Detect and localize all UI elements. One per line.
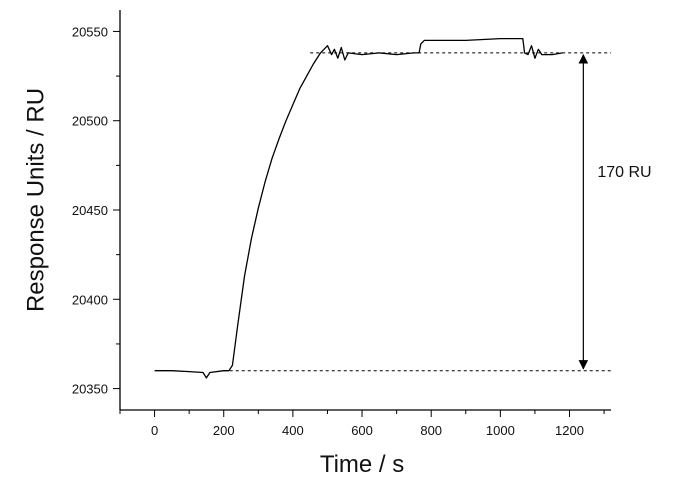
x-tick-label: 1000 bbox=[486, 423, 515, 438]
plot-layer bbox=[154, 37, 611, 379]
y-axis-title: Response Units / RU bbox=[22, 88, 49, 312]
x-tick-label: 800 bbox=[420, 423, 442, 438]
y-tick-label: 20500 bbox=[72, 114, 108, 129]
x-tick-label: 0 bbox=[151, 423, 158, 438]
y-tick-label: 20450 bbox=[72, 203, 108, 218]
y-tick-label: 20350 bbox=[72, 382, 108, 397]
y-tick-label: 20400 bbox=[72, 292, 108, 307]
x-tick-label: 200 bbox=[213, 423, 235, 438]
x-tick-label: 1200 bbox=[555, 423, 584, 438]
x-axis-title: Time / s bbox=[320, 451, 404, 478]
x-tick-label: 600 bbox=[351, 423, 373, 438]
y-tick-label: 20550 bbox=[72, 24, 108, 39]
axes-layer bbox=[113, 10, 611, 417]
text-layer: Time / s Response Units / RU 170 RU 0 200… bbox=[22, 24, 651, 478]
annotation-label: 170 RU bbox=[597, 164, 651, 181]
x-tick-label: 400 bbox=[282, 423, 304, 438]
data-line bbox=[154, 37, 563, 379]
